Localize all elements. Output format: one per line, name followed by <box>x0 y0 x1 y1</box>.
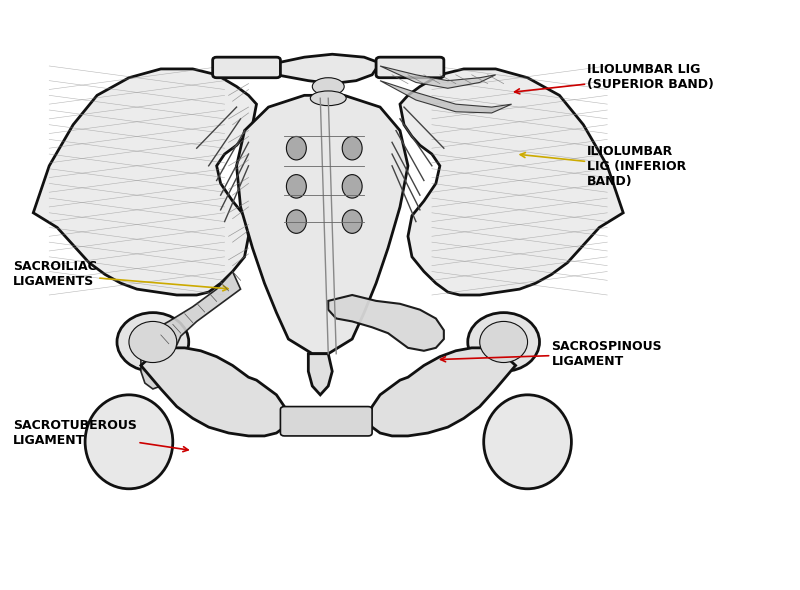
Ellipse shape <box>342 136 362 160</box>
Ellipse shape <box>312 78 344 96</box>
Ellipse shape <box>310 91 346 106</box>
Text: ILIOLUMBAR LIG
(SUPERIOR BAND): ILIOLUMBAR LIG (SUPERIOR BAND) <box>514 63 714 94</box>
Ellipse shape <box>85 395 173 489</box>
PathPatch shape <box>277 54 380 84</box>
PathPatch shape <box>141 348 288 436</box>
Ellipse shape <box>286 175 306 198</box>
Ellipse shape <box>342 210 362 233</box>
PathPatch shape <box>237 96 408 354</box>
Ellipse shape <box>286 136 306 160</box>
Text: SACROSPINOUS
LIGAMENT: SACROSPINOUS LIGAMENT <box>441 340 662 368</box>
FancyBboxPatch shape <box>213 57 281 78</box>
Ellipse shape <box>129 322 177 362</box>
PathPatch shape <box>308 354 332 395</box>
Ellipse shape <box>342 175 362 198</box>
Ellipse shape <box>117 313 189 371</box>
Ellipse shape <box>484 395 571 489</box>
Text: SACROILIAC
LIGAMENTS: SACROILIAC LIGAMENTS <box>14 260 228 291</box>
PathPatch shape <box>368 348 515 436</box>
Ellipse shape <box>468 313 539 371</box>
Text: SACROTUBEROUS
LIGAMENT: SACROTUBEROUS LIGAMENT <box>14 419 188 452</box>
Ellipse shape <box>480 322 527 362</box>
PathPatch shape <box>141 271 241 389</box>
PathPatch shape <box>328 295 444 351</box>
PathPatch shape <box>400 69 623 295</box>
FancyBboxPatch shape <box>281 407 372 436</box>
PathPatch shape <box>380 81 512 113</box>
PathPatch shape <box>380 66 496 88</box>
Text: ILIOLUMBAR
LIG (INFERIOR
BAND): ILIOLUMBAR LIG (INFERIOR BAND) <box>520 145 686 188</box>
PathPatch shape <box>34 69 257 295</box>
FancyBboxPatch shape <box>376 57 444 78</box>
Ellipse shape <box>286 210 306 233</box>
